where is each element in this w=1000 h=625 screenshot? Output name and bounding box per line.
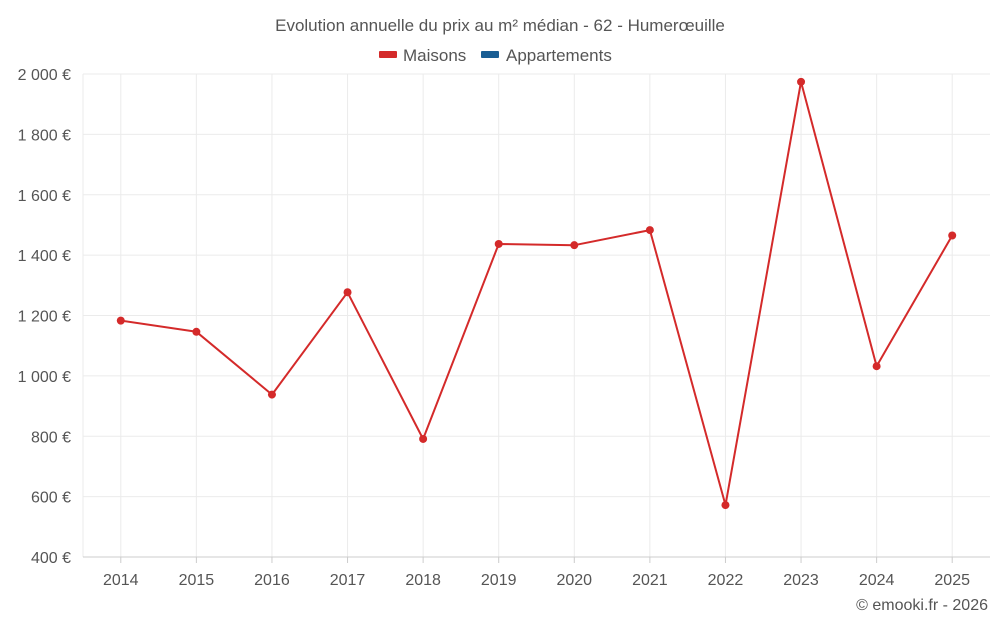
axes: 400 € 600 € 800 € 1 000 € 1 200 € 1 400 € 1 60… bbox=[18, 67, 990, 589]
x-tick-label: 2025 bbox=[934, 572, 970, 589]
data-point-2015[interactable] bbox=[192, 327, 201, 336]
y-tick-label: 2 000 € bbox=[18, 67, 71, 84]
data-point-2023[interactable] bbox=[797, 77, 806, 86]
x-tick-label: 2019 bbox=[481, 572, 517, 589]
x-tick-label: 2023 bbox=[783, 572, 819, 589]
data-point-2016[interactable] bbox=[267, 390, 276, 399]
y-tick-label: 600 € bbox=[31, 490, 71, 507]
legend-item-appartements[interactable]: Appartements bbox=[481, 46, 612, 65]
x-tick-label: 2021 bbox=[632, 572, 668, 589]
y-tick-label: 800 € bbox=[31, 429, 71, 446]
y-tick-label: 400 € bbox=[31, 550, 71, 567]
legend-swatch-appartements bbox=[481, 51, 499, 58]
legend-label-maisons: Maisons bbox=[403, 46, 466, 65]
chart-title: Evolution annuelle du prix au m² médian … bbox=[275, 16, 725, 35]
data-point-2025[interactable] bbox=[948, 231, 957, 240]
data-point-2020[interactable] bbox=[570, 241, 579, 250]
y-tick-label: 1 400 € bbox=[18, 248, 71, 265]
y-tick-label: 1 600 € bbox=[18, 188, 71, 205]
x-tick-label: 2018 bbox=[405, 572, 441, 589]
data-point-2014[interactable] bbox=[116, 316, 125, 325]
series-maisons bbox=[116, 77, 957, 510]
legend-label-appartements: Appartements bbox=[506, 46, 612, 65]
grid bbox=[83, 73, 990, 557]
x-tick-label: 2016 bbox=[254, 572, 290, 589]
y-tick-label: 1 000 € bbox=[18, 369, 71, 386]
x-tick-label: 2014 bbox=[103, 572, 139, 589]
legend: Maisons Appartements bbox=[379, 46, 612, 65]
data-point-2022[interactable] bbox=[721, 501, 730, 510]
data-point-2021[interactable] bbox=[645, 226, 654, 235]
credit-text: © emooki.fr - 2026 bbox=[856, 597, 988, 614]
y-tick-label: 1 200 € bbox=[18, 309, 71, 326]
y-tick-label: 1 800 € bbox=[18, 127, 71, 144]
x-tick-label: 2024 bbox=[859, 572, 895, 589]
x-tick-label: 2020 bbox=[556, 572, 592, 589]
data-point-2017[interactable] bbox=[343, 288, 352, 297]
legend-item-maisons[interactable]: Maisons bbox=[379, 46, 466, 65]
data-point-2019[interactable] bbox=[494, 239, 503, 248]
x-tick-label: 2015 bbox=[179, 572, 215, 589]
series-line-maisons bbox=[120, 80, 954, 507]
legend-swatch-maisons bbox=[379, 51, 397, 58]
x-tick-label: 2017 bbox=[330, 572, 366, 589]
x-tick-label: 2022 bbox=[708, 572, 744, 589]
data-point-2018[interactable] bbox=[419, 434, 428, 443]
data-point-2024[interactable] bbox=[872, 362, 881, 371]
